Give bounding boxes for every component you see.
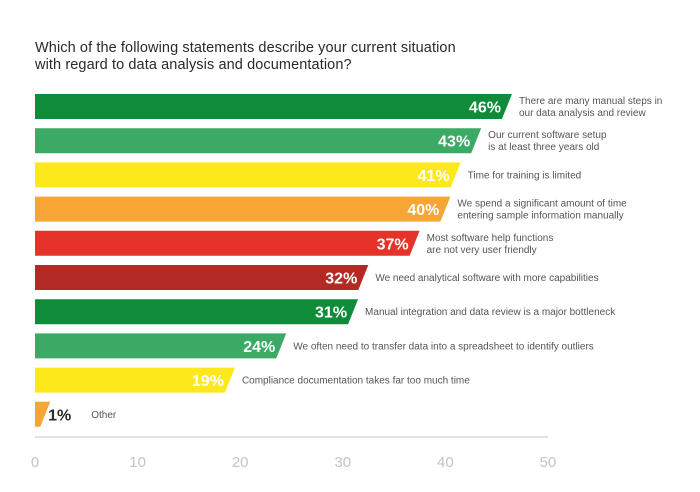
bar — [35, 333, 287, 359]
value-label: 19% — [192, 373, 224, 390]
bar — [35, 162, 461, 188]
category-label: is at least three years old — [488, 142, 599, 153]
bar — [35, 230, 420, 256]
value-label: 24% — [243, 339, 275, 356]
bar — [35, 94, 512, 119]
category-label: our data analysis and review — [519, 108, 647, 119]
value-label: 1% — [48, 407, 71, 424]
category-label: Most software help functions — [427, 233, 554, 244]
category-label: Our current software setup — [488, 130, 607, 141]
category-label: We need analytical software with more ca… — [375, 273, 598, 284]
value-label: 46% — [469, 100, 501, 117]
bar — [35, 128, 482, 154]
value-label: 31% — [315, 305, 347, 322]
bar — [35, 299, 359, 325]
value-label: 37% — [377, 236, 409, 253]
bar-group: 31% Manual integration and data review is… — [35, 299, 616, 325]
bar — [35, 265, 369, 290]
x-tick-label: 40 — [437, 454, 454, 471]
chart-title: Which of the following statements descri… — [35, 40, 456, 73]
x-tick-label: 50 — [540, 454, 557, 471]
bar — [35, 196, 451, 222]
bar-group: 41% Time for training is limited — [35, 162, 582, 188]
bar-group: 19% Compliance documentation takes far to… — [35, 367, 470, 393]
category-label: Other — [91, 410, 117, 421]
x-tick-label: 30 — [334, 454, 351, 471]
bar-group: 24% We often need to transfer data into a… — [35, 333, 594, 359]
value-label: 41% — [418, 168, 450, 185]
category-label: Time for training is limited — [468, 170, 582, 181]
category-label: We spend a significant amount of time — [457, 199, 627, 210]
value-label: 32% — [325, 271, 357, 288]
category-label: are not very user friendly — [427, 245, 537, 256]
bar-group: 40% We spend a significant amount of time… — [35, 196, 627, 222]
category-label: We often need to transfer data into a sp… — [293, 341, 594, 352]
x-tick-label: 20 — [232, 454, 249, 471]
bar-group: 32% We need analytical software with more… — [35, 265, 599, 290]
category-label: Compliance documentation takes far too m… — [242, 376, 470, 387]
category-label: There are many manual steps in — [519, 96, 662, 107]
category-label: entering sample information manually — [457, 211, 623, 222]
category-label: Manual integration and data review is a … — [365, 307, 616, 318]
bar-group: 1% Other — [35, 401, 117, 427]
x-tick-label: 10 — [129, 454, 146, 471]
x-tick-label: 0 — [31, 454, 39, 471]
value-label: 43% — [438, 134, 470, 151]
bar — [35, 367, 235, 393]
value-label: 40% — [407, 202, 439, 219]
bar — [35, 401, 51, 427]
x-axis: 0 10 20 30 40 50 — [31, 436, 557, 471]
